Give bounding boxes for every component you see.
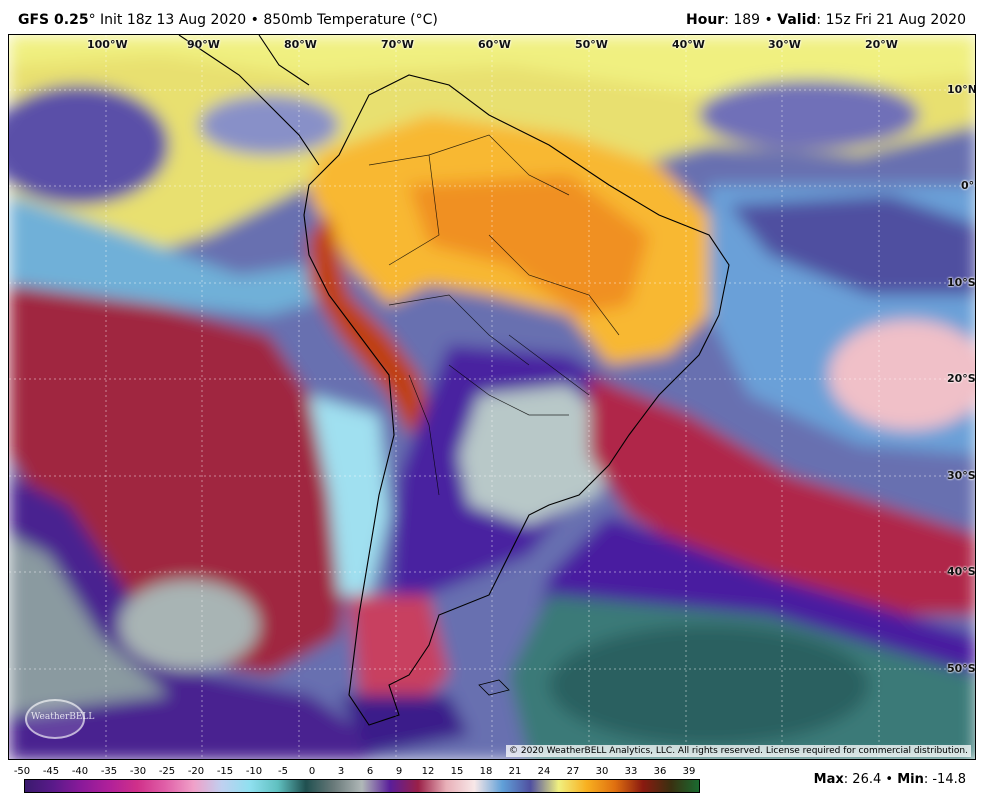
temperature-field: [9, 35, 975, 759]
colorbar-tick-label: -50: [13, 766, 31, 777]
map-header: GFS 0.25° Init 18z 13 Aug 2020 • 850mb T…: [0, 0, 984, 34]
logo-text: WeatherBELL: [31, 712, 95, 722]
hour-value: : 189: [724, 12, 761, 28]
colorbar-tick-label: -15: [216, 766, 234, 777]
colorbar-tick-label: -40: [71, 766, 89, 777]
lon-label: 60°W: [478, 38, 511, 51]
colorbar-tick-label: -30: [129, 766, 147, 777]
lat-label: 40°S: [947, 565, 976, 578]
lon-label: 80°W: [284, 38, 317, 51]
colorbar-tick-label: -45: [42, 766, 60, 777]
colorbar-tick-label: 24: [537, 766, 551, 777]
colorbar-tick-label: 15: [450, 766, 464, 777]
colorbar-tick-label: 36: [653, 766, 667, 777]
colorbar-tick-label: 9: [395, 766, 403, 777]
init-time: Init 18z 13 Aug 2020: [95, 12, 247, 28]
lon-label: 30°W: [768, 38, 801, 51]
weatherbell-logo: WeatherBELL: [25, 699, 94, 739]
lat-label: 20°S: [947, 372, 976, 385]
colorbar-tick-label: 0: [308, 766, 316, 777]
colorbar-tick-label: 39: [682, 766, 696, 777]
map-field: [9, 35, 975, 759]
colorbar-tick-label: 3: [337, 766, 345, 777]
lon-label: 20°W: [865, 38, 898, 51]
lat-label: 10°N: [947, 83, 976, 96]
colorbar-tick-label: -5: [278, 766, 288, 777]
max-min-readout: Max: 26.4 • Min: -14.8: [814, 772, 966, 787]
lon-label: 100°W: [87, 38, 128, 51]
central-america-coastline: [178, 35, 320, 166]
colorbar-tick-label: 33: [624, 766, 638, 777]
bullet: •: [760, 12, 778, 28]
header-right: Hour: 189 • Valid: 15z Fri 21 Aug 2020: [686, 12, 966, 28]
max-value: : 26.4: [843, 772, 882, 787]
lat-label: 30°S: [947, 469, 976, 482]
lat-label: 50°S: [947, 662, 976, 675]
colorbar-tick-label: -25: [158, 766, 176, 777]
colorbar-tick-label: 21: [508, 766, 522, 777]
bullet: •: [246, 12, 264, 28]
colorbar-tick-label: 18: [479, 766, 493, 777]
lon-label: 90°W: [187, 38, 220, 51]
lat-label: 0°: [961, 179, 975, 192]
colorbar-tick-label: -10: [245, 766, 263, 777]
lon-label: 50°W: [575, 38, 608, 51]
min-label: Min: [897, 772, 924, 787]
lon-label: 40°W: [672, 38, 705, 51]
header-left: GFS 0.25° Init 18z 13 Aug 2020 • 850mb T…: [18, 12, 438, 28]
valid-label: Valid: [777, 12, 817, 28]
temperature-map: 100°W 90°W 80°W 70°W 60°W 50°W 40°W 30°W…: [8, 34, 976, 760]
min-value: : -14.8: [923, 772, 966, 787]
hour-label: Hour: [685, 12, 725, 28]
temperature-colorbar: [24, 779, 700, 793]
south-america-coastline: [303, 74, 730, 726]
max-label: Max: [813, 772, 844, 787]
colorbar-tick-label: -35: [100, 766, 118, 777]
country-borders: [368, 134, 620, 496]
colorbar-tick-label: 6: [366, 766, 374, 777]
colorbar-tick-label: 27: [566, 766, 580, 777]
bullet: •: [881, 772, 898, 787]
colorbar-tick-label: -20: [187, 766, 205, 777]
falkland-islands: [478, 679, 510, 696]
colorbar-tick-labels: -50 -45 -40 -35 -30 -25 -20 -15 -10 -5 0 3 6 9 12 15 18 2…: [8, 766, 708, 778]
colorbar-tick-label: 12: [421, 766, 435, 777]
lat-label: 10°S: [947, 276, 976, 289]
valid-value: : 15z Fri 21 Aug 2020: [816, 12, 966, 28]
model-name: GFS 0.25: [18, 12, 89, 28]
colorbar-tick-label: 30: [595, 766, 609, 777]
field-name: 850mb Temperature (°C): [263, 12, 438, 28]
degree-symbol: °: [88, 12, 96, 28]
copyright-notice: © 2020 WeatherBELL Analytics, LLC. All r…: [506, 745, 971, 757]
lon-label: 70°W: [381, 38, 414, 51]
graticule: [9, 35, 975, 759]
